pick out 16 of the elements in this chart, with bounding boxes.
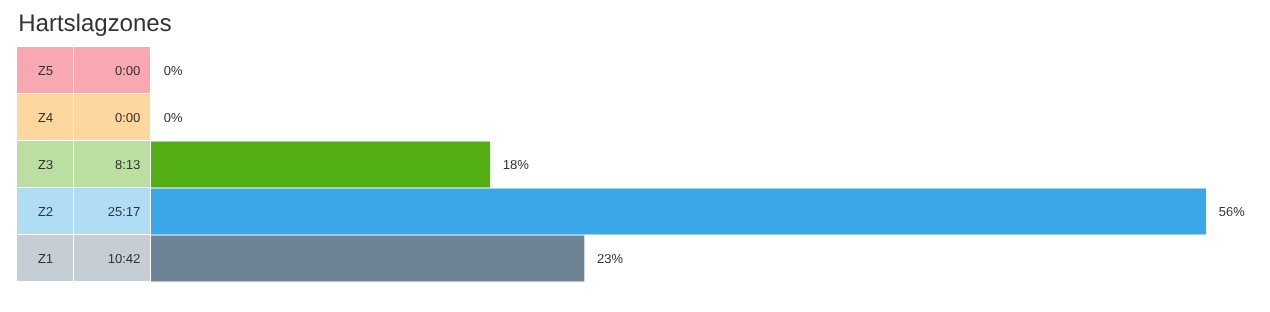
y-tick-label: Z3 [38, 159, 53, 170]
text: 0:00 [115, 65, 140, 76]
y-tick-label: Z4 [38, 113, 53, 122]
y-tick-label: Z5 [38, 65, 53, 76]
y-tick-label: Z2 [38, 206, 53, 217]
text: 25:17 [108, 206, 140, 217]
data-label: 18% [503, 159, 529, 170]
text: 10:42 [108, 253, 140, 264]
chart-title: Hartslagzones [20, 13, 171, 36]
y-tick-label: Z1 [38, 254, 53, 263]
text: 0:00 [115, 112, 140, 123]
data-label: 0% [164, 112, 183, 123]
data-label: 0% [164, 65, 183, 76]
data-label: 56% [1219, 206, 1245, 217]
data-label: 23% [597, 253, 623, 264]
text: 8:13 [115, 159, 140, 170]
